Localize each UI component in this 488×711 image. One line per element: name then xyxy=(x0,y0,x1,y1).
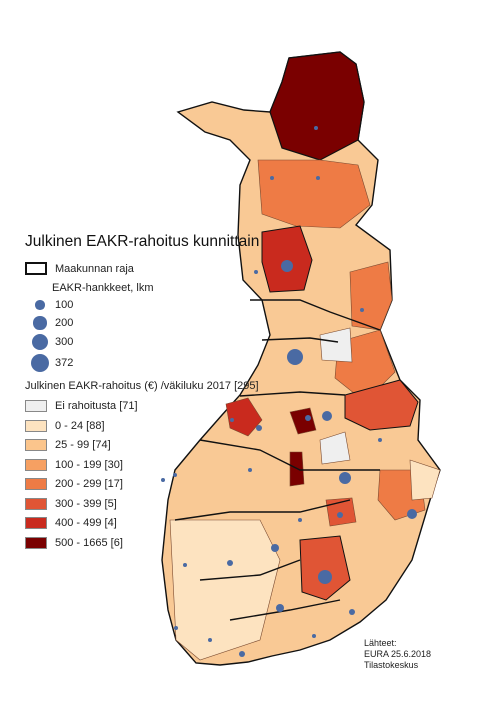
region-central-dark xyxy=(289,407,317,435)
region-savo xyxy=(325,497,357,527)
funding-class-label: 100 - 199 [30] xyxy=(55,458,123,471)
funding-class-swatch xyxy=(25,478,47,490)
sources-heading: Lähteet: xyxy=(364,638,397,648)
project-dot xyxy=(305,415,311,421)
project-dot xyxy=(227,560,233,566)
region-ostrobothnia-red xyxy=(225,397,263,437)
funding-class-swatch xyxy=(25,419,47,432)
region-south-pale xyxy=(169,519,281,661)
region-grey-2 xyxy=(319,431,351,465)
funding-class-label: 0 - 24 [88] xyxy=(55,419,105,432)
project-dot xyxy=(298,518,302,522)
project-dot xyxy=(239,651,245,657)
project-dot xyxy=(316,176,320,180)
project-size-row xyxy=(25,333,55,351)
funding-class-row: Ei rahoitusta [71] xyxy=(25,400,138,412)
project-size-dot xyxy=(35,300,45,310)
project-size-label: 100 xyxy=(55,299,74,311)
region-border-label: Maakunnan raja xyxy=(55,262,134,275)
project-dot xyxy=(230,418,234,422)
sources-line-1: EURA 25.6.2018 xyxy=(364,649,432,659)
project-dot xyxy=(318,570,332,584)
project-size-row xyxy=(25,354,55,372)
funding-class-row: 500 - 1665 [6] xyxy=(25,536,123,549)
region-south-savo xyxy=(299,535,351,601)
project-dot xyxy=(378,438,382,442)
project-size-label: 372 xyxy=(55,357,74,369)
funding-class-label: 200 - 299 [17] xyxy=(55,478,123,490)
project-dot xyxy=(161,478,165,482)
funding-class-label: 300 - 399 [5] xyxy=(55,497,117,510)
project-dot xyxy=(337,512,343,518)
funding-title: Julkinen EAKR-rahoitus (€) /väkiluku 201… xyxy=(25,380,259,392)
funding-class-row: 100 - 199 [30] xyxy=(25,458,123,471)
project-size-row xyxy=(25,316,55,330)
project-dot xyxy=(312,634,316,638)
funding-class-swatch xyxy=(25,458,47,471)
region-east-lapland xyxy=(349,261,393,331)
project-dot xyxy=(271,544,279,552)
region-pale-east xyxy=(409,459,441,501)
region-grey-1 xyxy=(319,327,353,363)
region-border-swatch xyxy=(25,262,47,275)
funding-class-label: 400 - 499 [4] xyxy=(55,517,117,529)
funding-class-row: 400 - 499 [4] xyxy=(25,517,117,529)
project-dot xyxy=(256,425,262,431)
region-lapland-north xyxy=(269,51,365,161)
project-dot xyxy=(322,411,332,421)
project-dot xyxy=(270,176,274,180)
project-dot xyxy=(349,609,355,615)
projects-title: EAKR-hankkeet, lkm xyxy=(52,282,154,294)
project-dot xyxy=(276,604,284,612)
project-dot xyxy=(314,126,318,130)
project-dot xyxy=(360,308,364,312)
map-title: Julkinen EAKR-rahoitus kunnittain xyxy=(25,233,260,250)
project-dot xyxy=(248,468,252,472)
region-kainuu xyxy=(344,379,419,431)
region-rovaniemi xyxy=(261,225,313,293)
project-dot xyxy=(339,472,351,484)
sources-line-2: Tilastokeskus xyxy=(364,660,419,670)
project-dot xyxy=(173,473,177,477)
funding-class-label: 500 - 1665 [6] xyxy=(55,536,123,549)
funding-class-row: 200 - 299 [17] xyxy=(25,478,123,490)
funding-class-row: 25 - 99 [74] xyxy=(25,439,111,451)
funding-class-row: 0 - 24 [88] xyxy=(25,419,105,432)
project-size-row xyxy=(25,300,55,310)
project-size-dot xyxy=(31,354,49,372)
funding-class-swatch xyxy=(25,536,47,549)
funding-class-swatch xyxy=(25,439,47,451)
project-size-label: 200 xyxy=(55,317,74,329)
funding-class-label: Ei rahoitusta [71] xyxy=(55,400,138,412)
project-dot xyxy=(407,509,417,519)
project-dot xyxy=(254,270,258,274)
project-dot xyxy=(281,260,293,272)
funding-class-swatch xyxy=(25,497,47,510)
funding-class-swatch xyxy=(25,517,47,529)
project-size-dot xyxy=(33,316,47,330)
project-size-dot xyxy=(31,333,49,351)
project-dot xyxy=(287,349,303,365)
project-dot xyxy=(183,563,187,567)
region-mid-lapland xyxy=(257,159,371,229)
project-dot xyxy=(208,638,212,642)
sources: Lähteet: EURA 25.6.2018 Tilastokeskus xyxy=(364,638,431,671)
legend-region-border: Maakunnan raja xyxy=(25,262,134,275)
region-border-lines xyxy=(174,299,381,621)
funding-class-label: 25 - 99 [74] xyxy=(55,439,111,451)
project-size-label: 300 xyxy=(55,336,74,348)
project-dot xyxy=(174,626,178,630)
funding-class-row: 300 - 399 [5] xyxy=(25,497,117,510)
funding-class-swatch xyxy=(25,400,47,412)
